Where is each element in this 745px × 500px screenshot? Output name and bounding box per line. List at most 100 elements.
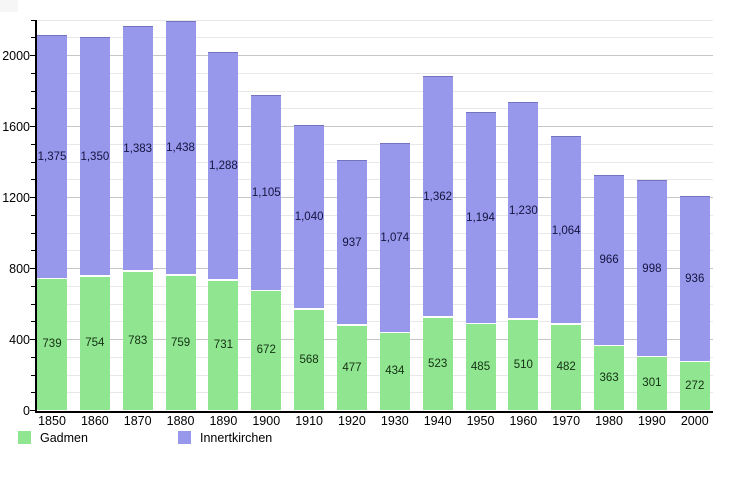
- bar-segment-gadmen: [251, 291, 282, 411]
- gridline-minor: [36, 232, 713, 234]
- x-axis-label: 1860: [80, 414, 109, 428]
- y-axis-tick: [31, 161, 36, 163]
- bar-segment-innertkirchen: [122, 26, 153, 272]
- bar-segment-innertkirchen: [251, 95, 282, 292]
- y-axis-tick-label: 800: [9, 261, 30, 276]
- y-axis-tick: [30, 55, 36, 56]
- value-label-innertkirchen: 1,064: [551, 224, 581, 237]
- value-label-gadmen: 485: [470, 360, 491, 373]
- bar-segment-gadmen: [465, 324, 496, 411]
- value-label-innertkirchen: 998: [642, 262, 662, 275]
- value-label-innertkirchen: 1,074: [380, 232, 410, 245]
- segment-separator: [165, 274, 196, 276]
- bar-segment-innertkirchen: [79, 37, 110, 277]
- segment-separator: [208, 279, 239, 281]
- y-axis-tick: [31, 321, 36, 323]
- bar-segment-gadmen: [679, 362, 710, 411]
- y-axis-tick: [31, 392, 36, 394]
- bar-segment-gadmen: [379, 333, 410, 411]
- value-label-gadmen: 363: [599, 371, 619, 384]
- y-axis-tick: [30, 339, 36, 340]
- gridline-major: [36, 197, 713, 198]
- segment-separator: [336, 324, 367, 326]
- bar-segment-innertkirchen: [165, 20, 196, 276]
- value-label-gadmen: 739: [42, 338, 62, 351]
- bar-segment-gadmen: [79, 276, 110, 411]
- bar-segment-innertkirchen: [636, 179, 667, 358]
- y-axis-tick-label: 1600: [2, 119, 30, 134]
- gridline-major: [36, 268, 713, 269]
- gridline-minor: [36, 90, 713, 92]
- value-label-gadmen: 759: [170, 336, 191, 349]
- bar-segment-gadmen: [508, 319, 539, 411]
- bar-segment-gadmen: [294, 309, 325, 411]
- gridline-minor: [36, 374, 713, 376]
- bar-segment-innertkirchen: [422, 75, 453, 318]
- bar-segment-innertkirchen: [551, 136, 582, 325]
- x-axis-label: 1970: [552, 414, 581, 428]
- bar-segment-innertkirchen: [465, 112, 496, 325]
- bar-segment-gadmen: [37, 279, 67, 411]
- bar-segment-gadmen: [165, 275, 196, 411]
- y-axis-tick: [31, 374, 36, 376]
- gridline-minor: [36, 143, 713, 145]
- x-axis-label: 1980: [595, 414, 623, 428]
- y-axis-tick: [31, 214, 36, 216]
- value-label-innertkirchen: 937: [342, 236, 362, 249]
- gridline-minor: [36, 108, 713, 110]
- value-label-innertkirchen: 966: [599, 254, 619, 267]
- value-label-gadmen: 568: [299, 353, 319, 366]
- value-label-gadmen: 731: [213, 339, 233, 352]
- y-axis-tick: [30, 197, 36, 198]
- gridline-minor: [36, 250, 713, 252]
- segment-separator: [79, 275, 110, 277]
- segment-separator: [551, 323, 582, 325]
- value-label-innertkirchen: 1,040: [294, 211, 324, 224]
- screenshot-artifact: [0, 0, 18, 12]
- x-axis-label: 2000: [680, 414, 709, 428]
- y-axis-line: [35, 19, 37, 413]
- value-label-innertkirchen: 1,194: [466, 212, 495, 225]
- x-axis-label: 1850: [38, 414, 66, 428]
- value-label-innertkirchen: 1,350: [80, 150, 110, 163]
- bar-segment-gadmen: [208, 280, 239, 411]
- gridline-major: [36, 55, 713, 56]
- value-label-innertkirchen: 1,375: [37, 151, 67, 164]
- gridline-minor: [36, 285, 713, 287]
- bar-segment-gadmen: [122, 271, 153, 411]
- value-label-innertkirchen: 1,362: [423, 190, 453, 203]
- x-axis-label: 1890: [209, 414, 238, 428]
- gridline-minor: [36, 303, 713, 305]
- value-label-innertkirchen: 936: [685, 273, 705, 286]
- legend-swatch-innertkirchen: [178, 431, 191, 444]
- gridline-major: [36, 126, 713, 127]
- segment-separator: [594, 344, 625, 347]
- y-axis-tick: [31, 303, 36, 305]
- chart-plot-area: 1,375 739 1850 1,350 754 1860 1,383 783 1870 1,43…: [2, 19, 713, 428]
- x-axis-label: 1900: [252, 414, 281, 428]
- y-axis-tick: [30, 126, 36, 127]
- gridline-minor: [36, 392, 713, 394]
- segment-separator: [422, 316, 453, 318]
- x-axis-label: 1940: [423, 414, 452, 428]
- x-axis-label: 1920: [338, 414, 366, 428]
- value-label-innertkirchen: 1,105: [251, 187, 281, 200]
- segment-separator: [679, 360, 710, 363]
- segment-separator: [636, 355, 667, 358]
- value-label-innertkirchen: 1,438: [166, 142, 195, 155]
- segment-separator: [251, 289, 282, 292]
- y-axis-tick: [31, 285, 36, 287]
- bar-segment-innertkirchen: [336, 159, 367, 326]
- gridline-minor: [36, 321, 713, 323]
- segment-separator: [465, 322, 496, 325]
- gridline-minor: [36, 72, 713, 74]
- bar-segment-gadmen: [336, 325, 367, 411]
- bar-segment-innertkirchen: [208, 52, 239, 281]
- y-axis-tick-label: 0: [23, 403, 30, 418]
- value-label-gadmen: 754: [85, 337, 105, 350]
- value-label-innertkirchen: 1,288: [209, 160, 238, 173]
- y-axis-tick: [30, 410, 36, 411]
- bar-segment-innertkirchen: [679, 196, 710, 363]
- x-axis-label: 1950: [466, 414, 495, 428]
